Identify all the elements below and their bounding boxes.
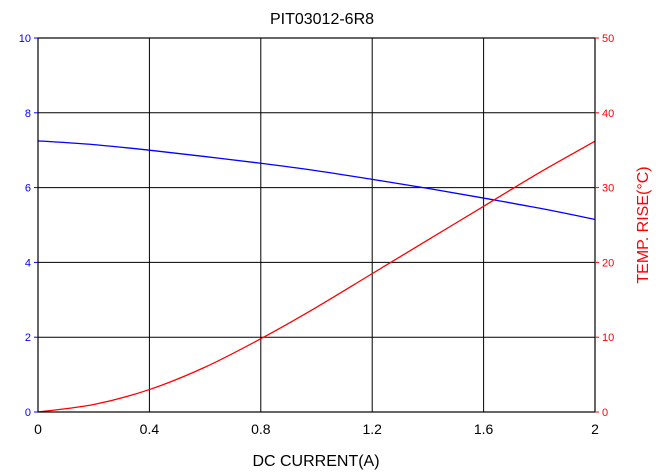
y-right-tick-label: 40 xyxy=(602,108,614,120)
x-axis-label: DC CURRENT(A) xyxy=(252,453,379,470)
y-right-tick-label: 30 xyxy=(602,183,614,195)
y-left-tick-label: 4 xyxy=(25,257,31,269)
x-tick-label: 1.2 xyxy=(362,421,382,437)
x-tick-label: 0.4 xyxy=(140,421,160,437)
y-right-tick-label: 0 xyxy=(602,407,608,419)
plot-frame xyxy=(37,37,596,413)
grid xyxy=(38,38,595,412)
y-right-tick-label: 20 xyxy=(602,257,614,269)
series-line-inductance xyxy=(37,140,596,221)
x-tick-label: 1.6 xyxy=(474,421,494,437)
series-line-temp-rise xyxy=(37,140,596,413)
y-right-tick-label: 10 xyxy=(602,332,614,344)
chart-title: PIT03012-6R8 xyxy=(270,11,374,28)
y-left-tick-label: 10 xyxy=(19,33,31,45)
x-tick-label: 0 xyxy=(34,421,42,437)
y-left-tick-label: 0 xyxy=(25,407,31,419)
x-tick-label: 0.8 xyxy=(251,421,271,437)
series-layer xyxy=(37,140,596,413)
x-tick-label: 2 xyxy=(591,421,599,437)
y-left-tick-label: 8 xyxy=(25,108,31,120)
y-right-tick-label: 50 xyxy=(602,33,614,45)
y-left-tick-label: 6 xyxy=(25,183,31,195)
y-axis-label-right: TEMP. RISE(°C) xyxy=(635,166,652,283)
y-left-tick-label: 2 xyxy=(25,332,31,344)
